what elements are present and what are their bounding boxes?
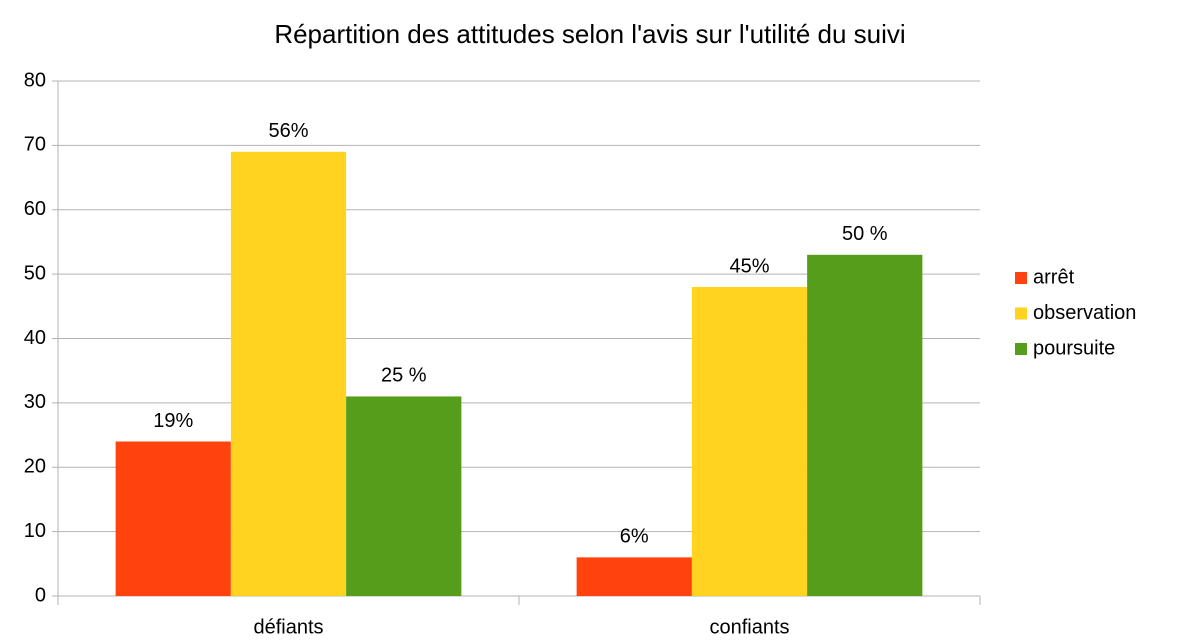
bar — [576, 557, 692, 596]
legend-swatch — [1015, 343, 1027, 355]
bar — [807, 254, 923, 596]
y-tick-label: 50 — [24, 262, 46, 284]
legend-label: observation — [1033, 302, 1136, 324]
x-tick-label: confiants — [709, 616, 789, 638]
value-label: 50 % — [842, 223, 888, 245]
legend-label: arrêt — [1033, 266, 1075, 288]
y-tick-label: 0 — [35, 584, 46, 606]
y-tick-label: 40 — [24, 327, 46, 349]
legend-swatch — [1015, 307, 1027, 320]
y-tick-label: 60 — [24, 198, 46, 220]
chart-title: Répartition des attitudes selon l'avis s… — [274, 19, 905, 49]
value-label: 45% — [729, 255, 769, 277]
y-tick-label: 10 — [24, 520, 46, 542]
y-tick-label: 70 — [24, 134, 46, 156]
bar — [691, 287, 808, 596]
y-tick-label: 20 — [24, 456, 46, 478]
value-label: 6% — [620, 526, 649, 548]
bar — [115, 441, 231, 596]
y-tick-label: 30 — [24, 391, 46, 413]
value-label: 25 % — [381, 365, 427, 387]
y-tick-label: 80 — [24, 69, 46, 91]
x-tick-label: défiants — [253, 616, 323, 638]
legend-label: poursuite — [1033, 337, 1115, 359]
legend-swatch — [1015, 272, 1027, 284]
value-label: 56% — [268, 120, 308, 142]
bar — [230, 151, 347, 596]
bar — [346, 396, 462, 596]
value-label: 19% — [153, 410, 193, 432]
